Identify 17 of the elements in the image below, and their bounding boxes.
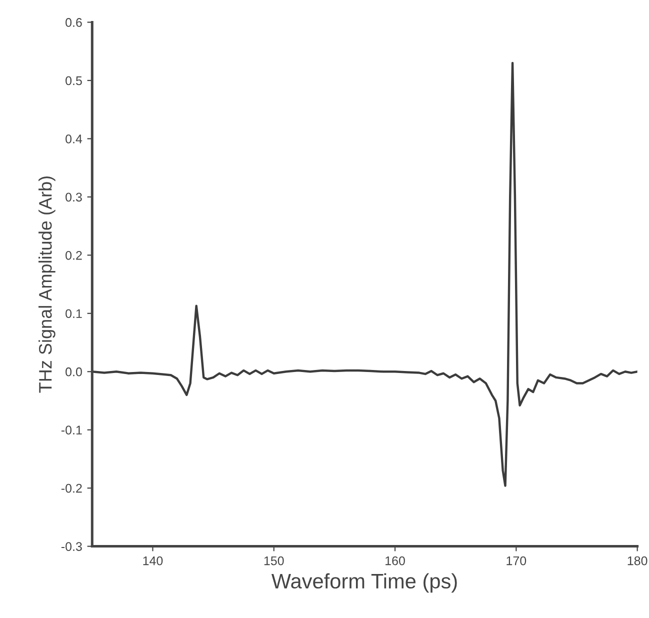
y-tick-label: 0.1 (66, 309, 82, 318)
y-tick-label: -0.2 (61, 484, 82, 493)
x-tick-label: 170 (506, 556, 526, 566)
x-axis-title: Waveform Time (ps) (271, 573, 457, 593)
y-tick-label: 0.5 (66, 76, 82, 86)
y-tick-label: 0.0 (66, 367, 82, 376)
x-tick-label: 150 (264, 556, 284, 566)
y-axis-title: THz Signal Amplitude (Arb) (38, 176, 56, 393)
y-tick-label: 0.2 (66, 250, 82, 260)
x-tick-label: 140 (143, 556, 163, 566)
y-tick-label: -0.3 (61, 542, 82, 551)
y-tick-label: 0.3 (66, 192, 82, 202)
x-tick-label: 160 (386, 556, 405, 566)
y-tick-label: 0.4 (66, 134, 82, 144)
y-tick-label: 0.6 (66, 18, 82, 27)
x-tick-label: 180 (628, 556, 648, 566)
y-tick-label: -0.1 (61, 426, 82, 435)
